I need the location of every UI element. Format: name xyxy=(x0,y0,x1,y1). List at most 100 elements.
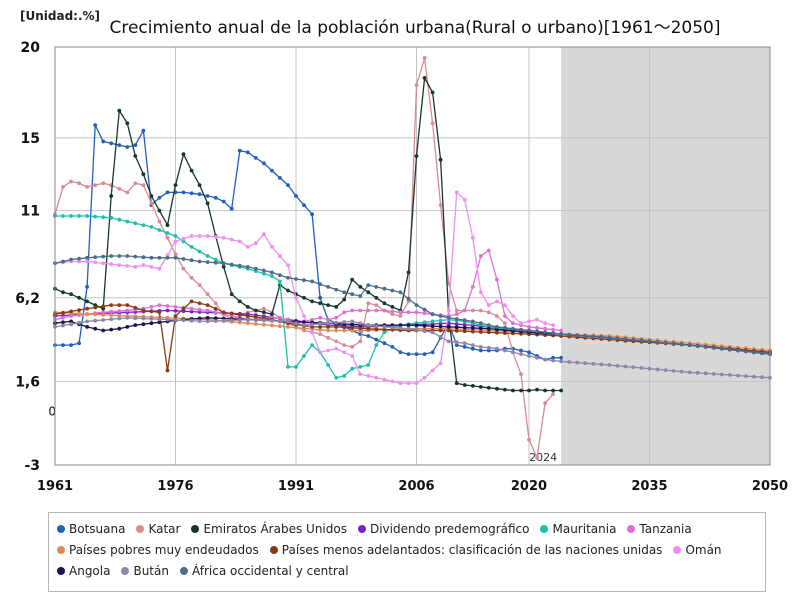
data-point xyxy=(760,375,764,380)
data-point xyxy=(278,279,282,284)
data-point xyxy=(173,252,178,257)
legend-item: Emiratos Árabes Unidos xyxy=(191,519,347,540)
data-point xyxy=(366,308,371,313)
data-point xyxy=(695,344,700,348)
data-point xyxy=(117,326,122,331)
data-point xyxy=(213,310,218,315)
data-point xyxy=(213,301,218,306)
data-point xyxy=(350,277,355,282)
data-point xyxy=(326,348,330,353)
data-point xyxy=(511,321,515,326)
data-point xyxy=(422,352,427,356)
data-point xyxy=(117,303,122,307)
data-point xyxy=(189,191,194,196)
data-point xyxy=(503,387,507,392)
data-point xyxy=(61,323,65,328)
data-point xyxy=(93,326,98,331)
data-point xyxy=(318,321,322,326)
data-point xyxy=(511,350,515,355)
data-point xyxy=(286,183,290,188)
data-point xyxy=(205,315,210,320)
data-point xyxy=(133,265,138,269)
data-point xyxy=(470,285,475,289)
data-point xyxy=(639,338,644,343)
data-point xyxy=(93,255,98,260)
data-point xyxy=(181,236,186,241)
data-point xyxy=(414,381,419,386)
data-point xyxy=(229,311,234,316)
data-point xyxy=(237,148,242,153)
data-point xyxy=(462,341,467,346)
data-point xyxy=(727,373,732,377)
data-point xyxy=(334,305,339,309)
data-point xyxy=(93,318,98,323)
data-point xyxy=(77,295,81,300)
data-point xyxy=(173,318,178,322)
data-point xyxy=(69,179,73,184)
data-point xyxy=(294,321,298,326)
data-point xyxy=(117,143,122,148)
data-point xyxy=(414,323,419,328)
data-point xyxy=(446,339,451,344)
data-point xyxy=(270,245,274,249)
data-point xyxy=(141,223,146,228)
data-point xyxy=(398,350,403,355)
data-point xyxy=(173,314,178,318)
data-point xyxy=(438,335,443,339)
data-point xyxy=(149,194,154,198)
data-point xyxy=(133,254,138,259)
data-point xyxy=(101,261,106,266)
data-point xyxy=(237,312,242,317)
data-point xyxy=(334,375,339,380)
data-point xyxy=(286,365,290,369)
data-point xyxy=(101,254,106,259)
data-point xyxy=(69,257,73,262)
data-point xyxy=(133,181,138,186)
data-point xyxy=(61,185,65,189)
series-tanzania xyxy=(53,248,563,333)
data-point xyxy=(245,150,250,155)
data-point xyxy=(117,217,122,222)
data-point xyxy=(583,361,588,366)
legend-label: Emiratos Árabes Unidos xyxy=(203,522,347,536)
data-point xyxy=(358,285,363,289)
data-point xyxy=(245,314,250,318)
data-point xyxy=(165,317,170,322)
data-point xyxy=(551,323,555,327)
legend-marker xyxy=(136,525,145,533)
data-point xyxy=(639,366,644,370)
data-point xyxy=(358,339,363,344)
data-point xyxy=(470,384,475,388)
data-point xyxy=(535,329,539,334)
data-point xyxy=(438,157,443,162)
data-point xyxy=(149,305,154,309)
data-point xyxy=(342,320,347,324)
data-point xyxy=(575,360,580,365)
data-point xyxy=(366,283,371,287)
data-point xyxy=(221,199,226,204)
data-point xyxy=(591,334,596,339)
data-point xyxy=(358,365,363,369)
legend-marker xyxy=(57,567,65,575)
data-point xyxy=(125,254,130,258)
data-point xyxy=(495,325,499,329)
data-point xyxy=(374,324,379,328)
data-point xyxy=(197,307,202,312)
data-point xyxy=(149,321,154,326)
data-point xyxy=(495,346,499,351)
data-point xyxy=(655,367,660,372)
data-point xyxy=(342,297,347,302)
data-point xyxy=(141,128,146,133)
data-point xyxy=(205,292,210,297)
data-point xyxy=(101,181,106,186)
data-point xyxy=(157,195,162,200)
data-point xyxy=(294,365,298,369)
data-point xyxy=(286,275,290,280)
data-point xyxy=(294,277,298,281)
data-point xyxy=(133,221,138,226)
data-point xyxy=(543,326,547,331)
x-tick-label: 1976 xyxy=(157,479,193,494)
data-point xyxy=(454,325,459,330)
data-point xyxy=(213,195,218,200)
legend-item: Dividendo predemográfico xyxy=(357,519,529,540)
